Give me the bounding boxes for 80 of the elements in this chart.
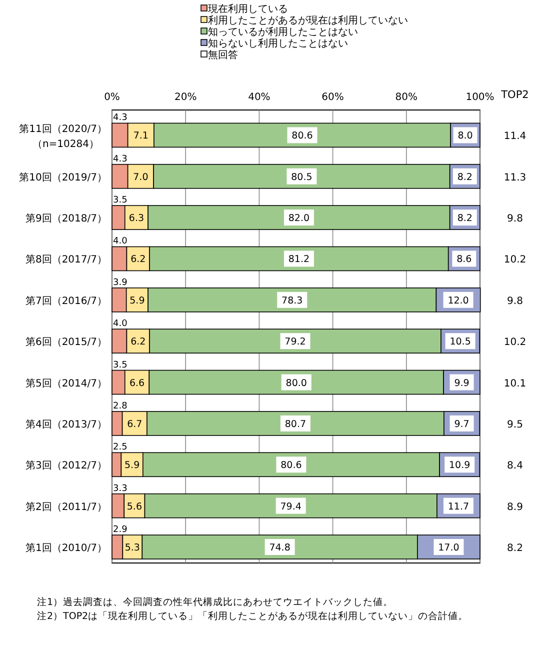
- data-label: 6.6: [129, 378, 145, 389]
- text: 注2）TOP2は「現在利用している」「利用したことがあるが現在は利用していない」の合計値。: [37, 610, 468, 622]
- data-label: 8.0: [458, 130, 473, 142]
- data-label: 11.7: [448, 501, 470, 512]
- data-label: 10.9: [449, 460, 470, 472]
- data-label: 81.2: [288, 254, 310, 266]
- data-label: 78.3: [282, 295, 303, 306]
- data-label: 17.0: [438, 542, 460, 554]
- text: 注1）過去調査は、今回調査の性年代構成比にあわせてウエイトバックした値。: [37, 596, 394, 608]
- y-tick-label: 第2回（2011/7）: [25, 500, 107, 513]
- legend-label: 現在利用している: [208, 3, 288, 15]
- text: 11.3: [504, 172, 526, 184]
- data-label: 5.9: [130, 295, 145, 306]
- y-tick-label: 第8回（2017/7）: [25, 254, 107, 266]
- data-label: 74.8: [269, 542, 290, 554]
- y-tick-label: 第5回（2014/7）: [25, 377, 107, 390]
- y-tick-label: 第3回（2012/7）: [25, 460, 107, 472]
- data-label: 4.3: [113, 154, 128, 164]
- data-label: 2.9: [113, 525, 128, 535]
- data-label: 4.0: [113, 236, 128, 247]
- data-label: 4.3: [113, 113, 128, 124]
- y-tick-label: 第11回（2020/7）（n=10284）: [19, 123, 107, 150]
- text: 8.4: [507, 460, 523, 472]
- y-tick-label: 第9回（2018/7）: [25, 212, 107, 225]
- x-tick-label: 60%: [322, 92, 344, 103]
- data-label: 8.2: [457, 172, 472, 183]
- data-label: 80.0: [286, 378, 307, 389]
- data-label: 2.5: [113, 442, 128, 453]
- data-label: 82.0: [288, 213, 310, 224]
- text: 9.8: [507, 296, 523, 307]
- data-label: 80.5: [291, 172, 312, 183]
- data-label: 2.8: [113, 401, 128, 412]
- y-tick-label: 第4回（2013/7）: [25, 418, 107, 430]
- legend-label: 無回答: [208, 49, 238, 61]
- data-label: 5.3: [124, 542, 140, 554]
- data-label: 80.7: [284, 418, 306, 430]
- text: 10.2: [504, 254, 526, 266]
- data-label: 9.9: [454, 378, 470, 389]
- text: 10.1: [504, 378, 526, 390]
- data-label: 5.9: [124, 460, 140, 472]
- data-label: 3.9: [113, 278, 128, 288]
- x-tick-label: 100%: [466, 92, 494, 103]
- text: 9.8: [507, 214, 523, 225]
- data-label: 8.2: [457, 213, 472, 224]
- data-label: 80.6: [292, 130, 313, 142]
- data-label: 6.7: [127, 418, 142, 430]
- x-tick-label: 80%: [395, 92, 418, 103]
- text: 9.5: [507, 419, 523, 430]
- data-label: 80.6: [280, 460, 302, 472]
- data-label: 79.4: [280, 501, 302, 512]
- y-tick-label: 第1回（2010/7）: [25, 542, 107, 554]
- data-label: 7.0: [133, 172, 148, 183]
- legend-label: 知っているが利用したことはない: [208, 26, 358, 38]
- data-label: 7.1: [133, 130, 148, 142]
- data-label: 6.3: [128, 213, 144, 224]
- data-label: 5.6: [126, 501, 142, 512]
- data-label: 6.2: [130, 254, 146, 266]
- text: TOP2: [500, 89, 529, 101]
- text: 10.2: [504, 337, 526, 348]
- legend-label: 知らないし利用したことはない: [208, 38, 348, 50]
- data-label: 3.5: [113, 360, 128, 370]
- data-label: 8.6: [456, 254, 472, 266]
- data-label: 12.0: [448, 295, 469, 306]
- text: 8.9: [507, 502, 523, 513]
- x-tick-label: 0%: [104, 92, 120, 103]
- data-label: 10.5: [450, 336, 471, 348]
- y-tick-label: 第7回（2016/7）: [25, 294, 107, 307]
- x-tick-label: 40%: [248, 92, 270, 103]
- data-label: 79.2: [284, 336, 306, 348]
- text: 11.4: [504, 131, 526, 142]
- data-label: 3.5: [113, 196, 128, 206]
- data-label: 6.2: [130, 336, 146, 348]
- data-label: 3.3: [113, 484, 128, 494]
- data-label: 4.0: [113, 319, 128, 330]
- y-tick-label: 第6回（2015/7）: [25, 336, 107, 348]
- legend-label: 利用したことがあるが現在は利用していない: [208, 14, 408, 26]
- x-tick-label: 20%: [174, 92, 197, 103]
- data-label: 9.7: [454, 418, 470, 430]
- y-tick-label: 第10回（2019/7）: [19, 171, 107, 184]
- text: 8.2: [507, 543, 523, 554]
